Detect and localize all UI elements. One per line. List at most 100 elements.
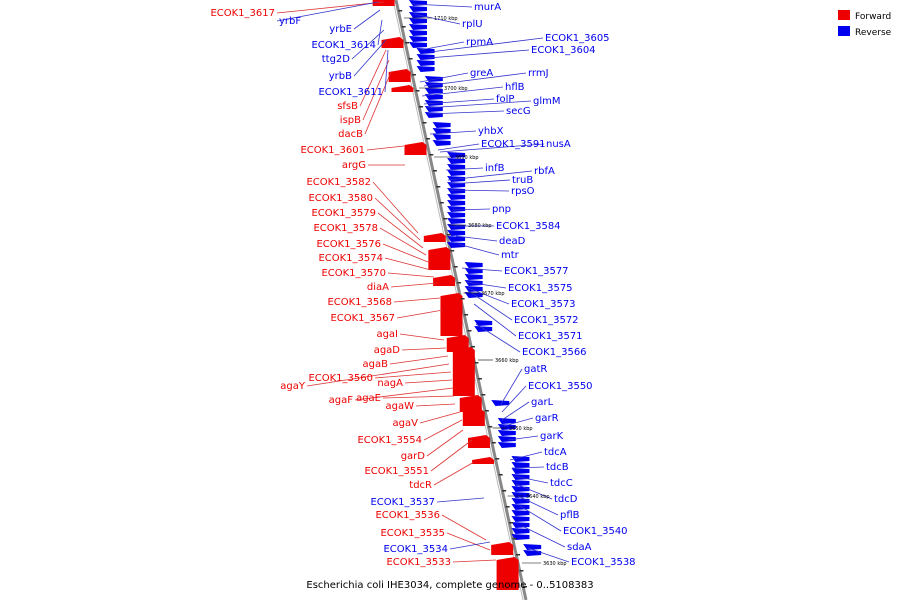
reverse-gene-block <box>447 194 466 200</box>
forward-gene-arrow <box>404 142 427 145</box>
forward-leader-line <box>382 395 455 399</box>
forward-leader-line <box>441 514 487 541</box>
scale-tick-label: 3690 kbp <box>455 155 479 161</box>
reverse-gene-block <box>464 274 483 280</box>
reverse-gene-block <box>447 212 466 218</box>
forward-gene-label: ECOK1_3554 <box>357 435 422 446</box>
forward-gene-label: ECOK1_3580 <box>308 193 373 204</box>
reverse-gene-block <box>447 230 466 236</box>
reverse-leader-line <box>423 98 495 105</box>
small-gene-mark <box>474 362 479 364</box>
reverse-gene-label: ECOK1_3571 <box>518 331 583 342</box>
reverse-leader-line <box>461 267 503 272</box>
reverse-gene-label: ECOK1_3550 <box>528 381 593 392</box>
reverse-leader-line <box>509 451 543 461</box>
reverse-leader-line <box>276 1 379 22</box>
forward-leader-line <box>364 71 392 135</box>
small-gene-mark <box>505 506 510 508</box>
reverse-gene-block <box>447 170 466 176</box>
reverse-leader-line <box>419 41 465 51</box>
forward-gene-arrow <box>381 37 404 40</box>
small-gene-mark <box>401 26 406 28</box>
forward-gene-label: ECOK1_3579 <box>311 208 376 219</box>
forward-gene-block <box>372 0 395 6</box>
forward-gene-block <box>391 88 414 92</box>
reverse-leader-line <box>353 9 381 30</box>
forward-leader-line <box>419 411 461 424</box>
leader-line-layer <box>276 1 570 563</box>
reverse-gene-label: secG <box>506 106 531 117</box>
forward-leader-line <box>433 461 475 486</box>
gene-label-layer: ECOK1_3617 sfsB ispB dacB ECOK1_3601 argG ECOK… <box>210 2 635 568</box>
reverse-leader-line <box>521 525 566 548</box>
forward-gene-label: nagA <box>377 378 403 389</box>
reverse-gene-block <box>447 206 466 212</box>
reverse-gene-label: ECOK1_3605 <box>545 33 610 44</box>
forward-gene-block <box>440 296 463 336</box>
forward-gene-arrow <box>423 233 446 236</box>
reverse-gene-block <box>408 36 427 42</box>
reverse-gene-block <box>408 6 427 12</box>
forward-gene-block <box>404 145 427 155</box>
reverse-leader-line <box>501 401 530 421</box>
forward-gene-label: agaF <box>329 395 354 406</box>
reverse-gene-block <box>447 242 466 248</box>
reverse-gene-label: tdcA <box>544 447 567 458</box>
forward-leader-line <box>401 347 447 351</box>
forward-gene-arrow <box>452 347 475 350</box>
reverse-gene-block <box>408 0 427 6</box>
reverse-gene-block <box>474 320 493 326</box>
reverse-gene-block <box>497 430 516 436</box>
scale-tick-label: 3700 kbp <box>444 86 468 92</box>
small-gene-mark <box>498 474 503 476</box>
small-gene-mark <box>398 10 403 12</box>
forward-leader-line <box>415 403 456 407</box>
reverse-gene-block <box>447 218 466 224</box>
small-gene-mark <box>509 522 514 524</box>
reverse-gene-label: yrbE <box>329 24 352 35</box>
reverse-gene-block <box>464 286 483 292</box>
small-gene-mark <box>446 234 451 236</box>
reverse-gene-label: ECOK1_3604 <box>531 45 596 56</box>
forward-gene-label: agaB <box>363 359 389 370</box>
reverse-gene-label: deaD <box>499 236 526 247</box>
reverse-leader-line <box>447 170 533 181</box>
reverse-gene-label: tdcB <box>546 462 569 473</box>
forward-gene-label: dacB <box>338 129 363 140</box>
forward-gene-block <box>388 72 411 82</box>
forward-gene-block <box>491 545 514 555</box>
reverse-gene-block <box>511 456 530 462</box>
forward-gene-block <box>381 40 404 48</box>
reverse-gene-block <box>447 200 466 206</box>
reverse-gene-block <box>408 18 427 24</box>
small-gene-mark <box>418 106 423 108</box>
small-gene-mark <box>491 442 496 444</box>
reverse-gene-block <box>511 486 530 492</box>
reverse-gene-block <box>408 42 427 48</box>
forward-gene-label: ECOK1_3574 <box>318 253 383 264</box>
reverse-leader-line <box>423 72 527 87</box>
legend-reverse-swatch <box>838 26 850 36</box>
forward-gene-label: ECOK1_3582 <box>306 177 371 188</box>
forward-gene-block <box>428 250 451 270</box>
forward-gene-label: ECOK1_3551 <box>364 466 429 477</box>
forward-leader-line <box>384 257 432 271</box>
scale-tick-label: 3660 kbp <box>495 358 519 364</box>
forward-gene-label: ECOK1_3570 <box>321 268 386 279</box>
reverse-leader-line <box>419 72 469 83</box>
forward-gene-label: agaV <box>393 418 419 429</box>
reverse-gene-label: ECOK1_3577 <box>504 266 569 277</box>
forward-gene-arrow <box>496 557 519 560</box>
forward-gene-arrow <box>467 435 490 438</box>
reverse-gene-label: ECOK1_3591 <box>481 139 546 150</box>
reverse-gene-label: greA <box>470 68 493 79</box>
reverse-leader-line <box>513 475 549 484</box>
reverse-leader-line <box>465 281 507 289</box>
forward-gene-label: sfsB <box>337 101 358 112</box>
reverse-gene-block <box>432 134 451 140</box>
forward-leader-line <box>306 363 450 387</box>
reverse-gene-block <box>416 60 435 66</box>
reverse-leader-line <box>413 13 461 25</box>
small-gene-mark <box>422 122 427 124</box>
reverse-gene-label: ECOK1_3572 <box>514 315 579 326</box>
